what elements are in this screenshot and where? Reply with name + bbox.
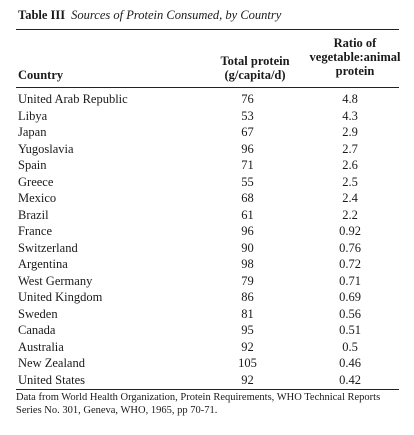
table-row: Switzerland 90 0.76 — [0, 240, 414, 257]
cell-total-protein: 61 — [241, 207, 254, 222]
table-row: Japan 67 2.9 — [0, 124, 414, 141]
cell-country: Spain — [18, 158, 47, 172]
cell-ratio: 4.3 — [342, 108, 358, 123]
cell-total-protein: 86 — [241, 290, 254, 304]
table-row: Libya 53 4.3 — [0, 108, 414, 125]
cell-ratio: 0.42 — [339, 372, 361, 387]
table-row: Greece 55 2.5 — [0, 174, 414, 191]
cell-ratio: 0.92 — [339, 224, 361, 238]
cell-total-protein: 81 — [241, 306, 254, 321]
cell-ratio: 2.2 — [342, 207, 358, 222]
cell-country: United States — [18, 372, 86, 387]
cell-total-protein: 92 — [241, 372, 254, 387]
cell-total-protein: 105 — [238, 356, 257, 370]
cell-country: France — [18, 224, 53, 238]
cell-ratio: 0.76 — [339, 240, 361, 255]
cell-ratio: 2.5 — [342, 174, 358, 189]
header-total-line1: Total protein — [220, 54, 290, 68]
table-row: Sweden 81 0.56 — [0, 306, 414, 323]
cell-ratio: 0.5 — [342, 339, 358, 354]
cell-ratio: 0.56 — [339, 306, 361, 321]
table-title: Sources of Protein Consumed, by Country — [71, 8, 282, 22]
cell-ratio: 0.71 — [339, 273, 361, 288]
cell-country: Canada — [18, 323, 56, 337]
top-rule — [16, 29, 399, 30]
table-row: Canada 95 0.51 — [0, 322, 414, 339]
cell-ratio: 2.6 — [342, 158, 358, 172]
cell-ratio: 2.4 — [342, 191, 358, 205]
header-ratio: Ratio of vegetable:animal protein — [300, 36, 410, 78]
cell-total-protein: 90 — [241, 240, 254, 255]
table-row: Spain 71 2.6 — [0, 157, 414, 174]
table-row: Mexico 68 2.4 — [0, 190, 414, 207]
cell-total-protein: 92 — [241, 339, 254, 354]
table-row: United States 92 0.42 — [0, 372, 414, 389]
table-row: New Zealand 105 0.46 — [0, 355, 414, 372]
cell-country: United Kingdom — [18, 290, 103, 304]
cell-country: Mexico — [18, 191, 57, 205]
cell-ratio: 0.69 — [339, 290, 361, 304]
table-row: France 96 0.92 — [0, 223, 414, 240]
cell-country: United Arab Republic — [18, 92, 128, 106]
cell-country: Greece — [18, 174, 54, 189]
header-ratio-line3: protein — [335, 64, 375, 78]
cell-country: West Germany — [18, 273, 93, 288]
cell-country: Australia — [18, 339, 64, 354]
header-rule — [16, 87, 399, 88]
cell-ratio: 0.51 — [339, 323, 361, 337]
cell-total-protein: 98 — [241, 257, 254, 271]
table-row: Argentina 98 0.72 — [0, 256, 414, 273]
cell-total-protein: 96 — [241, 224, 254, 238]
cell-total-protein: 79 — [241, 273, 254, 288]
cell-country: Switzerland — [18, 240, 78, 255]
cell-total-protein: 76 — [241, 92, 254, 106]
cell-ratio: 2.7 — [342, 141, 358, 156]
cell-total-protein: 53 — [241, 108, 254, 123]
cell-country: New Zealand — [18, 356, 85, 370]
cell-country: Argentina — [18, 257, 68, 271]
header-country: Country — [18, 68, 64, 82]
table-row: West Germany 79 0.71 — [0, 273, 414, 290]
cell-country: Libya — [18, 108, 48, 123]
cell-total-protein: 67 — [241, 125, 254, 139]
cell-total-protein: 95 — [241, 323, 254, 337]
table-row: Australia 92 0.5 — [0, 339, 414, 356]
table-label: Table III — [18, 8, 66, 22]
cell-total-protein: 96 — [241, 141, 254, 156]
table-row: United Arab Republic 76 4.8 — [0, 91, 414, 108]
header-ratio-line1: Ratio of — [333, 36, 377, 50]
cell-country: Sweden — [18, 306, 58, 321]
cell-ratio: 2.9 — [342, 125, 358, 139]
table-row: United Kingdom 86 0.69 — [0, 289, 414, 306]
cell-country: Yugoslavia — [18, 141, 74, 156]
cell-ratio: 0.46 — [339, 356, 361, 370]
cell-total-protein: 55 — [241, 174, 254, 189]
cell-country: Brazil — [18, 207, 49, 222]
header-ratio-line2: vegetable:animal — [309, 50, 401, 64]
bottom-rule — [16, 389, 399, 390]
cell-country: Japan — [18, 125, 47, 139]
cell-total-protein: 68 — [241, 191, 254, 205]
table-row: Brazil 61 2.2 — [0, 207, 414, 224]
table-body: United Arab Republic 76 4.8 Libya 53 4.3 Japan… — [0, 91, 414, 388]
source-note: Data from World Health Organization, Pro… — [16, 392, 381, 416]
cell-total-protein: 71 — [241, 158, 254, 172]
table-caption: Table III Sources of Protein Consumed, by… — [18, 8, 281, 23]
table-row: Yugoslavia 96 2.7 — [0, 141, 414, 158]
cell-ratio: 0.72 — [339, 257, 361, 271]
header-total-line2: (g/capita/d) — [224, 68, 286, 82]
cell-ratio: 4.8 — [342, 92, 358, 106]
header-total-protein: Total protein (g/capita/d) — [200, 54, 310, 82]
